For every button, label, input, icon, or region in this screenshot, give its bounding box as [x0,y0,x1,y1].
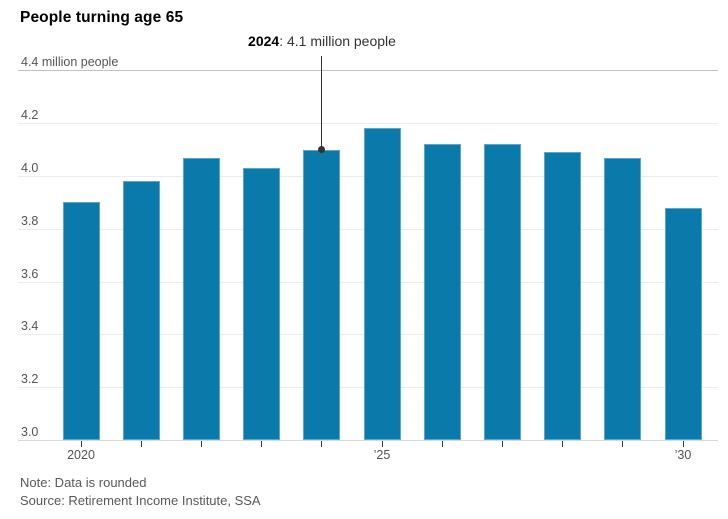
bar-2022 [182,157,220,440]
y-axis-label-3.2: 3.2 [21,372,39,387]
gridline-3.0 [18,440,718,441]
annotation-pointer-line [321,56,323,150]
x-axis-tick-2020 [80,441,82,447]
y-axis-label-3.6: 3.6 [21,266,39,281]
x-axis-tick-2029 [622,441,624,447]
x-axis-tick-2022 [200,441,202,447]
x-axis-tick-2023 [261,441,263,447]
note-text: Note: Data is rounded [20,475,147,490]
x-axis-tick-2024 [321,441,323,447]
annotation-text: : 4.1 million people [279,33,396,49]
x-axis-label-2030: ’30 [674,448,692,462]
source-text: Source: Retirement Income Institute, SSA [20,492,261,508]
annotation-year: 2024 [248,33,280,49]
bar-2026 [423,144,461,440]
bar-2023 [243,168,281,440]
x-axis-label-2025: ’25 [373,448,391,462]
x-axis-tick-2025 [381,441,383,447]
bar-2025 [363,128,401,440]
bar-2020 [62,202,100,440]
y-axis-label-3.4: 3.4 [21,319,39,334]
gridline-4.4 [18,70,718,72]
x-axis-tick-2021 [140,441,142,447]
x-axis-tick-2028 [562,441,564,447]
bar-2029 [604,157,642,440]
x-axis-tick-2026 [441,441,443,447]
x-axis-label-2020: 2020 [67,448,95,462]
footnotes: Note: Data is rounded Source: Retirement… [20,474,261,509]
gridline-4.2 [18,123,718,125]
x-axis-tick-2027 [501,441,503,447]
chart-title: People turning age 65 [20,9,184,26]
annotation-label: 2024: 4.1 million people [248,33,396,49]
y-axis-label-3.8: 3.8 [21,213,39,228]
y-axis-label-4.0: 4.0 [21,161,39,175]
y-axis-label-4.2: 4.2 [21,108,39,123]
bar-2028 [544,152,582,440]
annotation-pointer-dot [318,146,326,154]
x-axis-tick-2030 [682,441,684,447]
bar-2030 [664,207,702,440]
bar-2024 [303,149,341,440]
y-axis-label-3.0: 3.0 [21,425,39,439]
y-axis-label-4.4: 4.4 million people [21,55,119,70]
bar-2021 [122,181,160,440]
bar-2027 [483,144,521,440]
